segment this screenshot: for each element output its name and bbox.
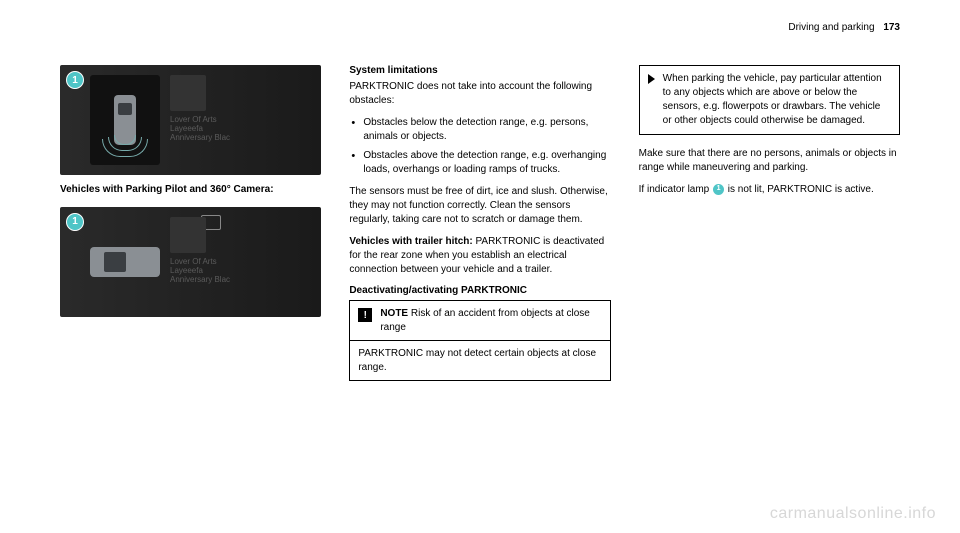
column-2: System limitations PARKTRONIC does not t… <box>349 65 610 389</box>
figure-parktronic-display: 1 Lover Of Arts Layeeefa Anniversary Bla… <box>60 65 321 175</box>
note-label: NOTE <box>380 308 408 319</box>
car-top-icon <box>90 247 160 277</box>
action-box: When parking the vehicle, pay particular… <box>639 65 900 135</box>
running-head: Driving and parking 173 <box>788 22 900 33</box>
column-1: 1 Lover Of Arts Layeeefa Anniversary Bla… <box>60 65 321 389</box>
media-panel: Lover Of Arts Layeeefa Anniversary Blac <box>170 75 315 165</box>
page: Driving and parking 173 1 Lover Of Arts … <box>0 0 960 533</box>
action-arrow-icon <box>648 74 655 84</box>
callout-1-badge: 1 <box>66 213 84 231</box>
paragraph: The sensors must be free of dirt, ice an… <box>349 185 610 227</box>
figure-caption: Vehicles with Parking Pilot and 360° Cam… <box>60 183 321 197</box>
column-3: When parking the vehicle, pay particular… <box>639 65 900 389</box>
bullet-list: Obstacles below the detection range, e.g… <box>349 116 610 177</box>
album-art-icon <box>170 217 206 253</box>
text-after: is not lit, PARKTRONIC is active. <box>725 184 874 195</box>
figure-360-camera: 1 Lover Of Arts Layeeefa Anniversary Bla… <box>60 207 321 317</box>
media-artist: Layeeefa <box>170 124 315 133</box>
note-title: Risk of an accident from objects at clos… <box>380 308 590 333</box>
note-body: PARKTRONIC may not detect certain object… <box>350 341 609 380</box>
media-artist: Layeeefa <box>170 266 315 275</box>
car-360-panel <box>90 217 160 307</box>
heading-system-limitations: System limitations <box>349 65 610 76</box>
media-title: Lover Of Arts <box>170 115 315 124</box>
media-album: Anniversary Blac <box>170 133 315 142</box>
heading-activate: Deactivating/activating PARKTRONIC <box>349 285 610 296</box>
paragraph-indicator: If indicator lamp 1 is not lit, PARKTRON… <box>639 183 900 197</box>
action-row: When parking the vehicle, pay particular… <box>640 66 899 134</box>
callout-1-badge: 1 <box>66 71 84 89</box>
paragraph: PARKTRONIC does not take into account th… <box>349 80 610 108</box>
section-title: Driving and parking <box>788 22 874 33</box>
warning-icon: ! <box>358 308 372 322</box>
action-text: When parking the vehicle, pay particular… <box>663 72 891 128</box>
note-box: ! NOTE Risk of an accident from objects … <box>349 300 610 381</box>
list-item: Obstacles above the detection range, e.g… <box>349 149 610 177</box>
media-panel: Lover Of Arts Layeeefa Anniversary Blac <box>170 217 315 307</box>
album-art-icon <box>170 75 206 111</box>
paragraph: Make sure that there are no persons, ani… <box>639 147 900 175</box>
text-before: If indicator lamp <box>639 184 712 195</box>
note-head: ! NOTE Risk of an accident from objects … <box>350 301 609 340</box>
car-topview-panel <box>90 75 160 165</box>
watermark: carmanualsonline.info <box>770 505 936 523</box>
note-head-text: NOTE Risk of an accident from objects at… <box>380 307 601 334</box>
media-title: Lover Of Arts <box>170 257 315 266</box>
list-item: Obstacles below the detection range, e.g… <box>349 116 610 144</box>
indicator-1-badge: 1 <box>713 184 724 195</box>
page-number: 173 <box>883 22 900 33</box>
sensor-arcs <box>95 135 155 161</box>
run-in-heading: Vehicles with trailer hitch: <box>349 236 472 247</box>
columns: 1 Lover Of Arts Layeeefa Anniversary Bla… <box>60 65 900 389</box>
media-album: Anniversary Blac <box>170 275 315 284</box>
paragraph-trailer: Vehicles with trailer hitch: PARKTRONIC … <box>349 235 610 277</box>
